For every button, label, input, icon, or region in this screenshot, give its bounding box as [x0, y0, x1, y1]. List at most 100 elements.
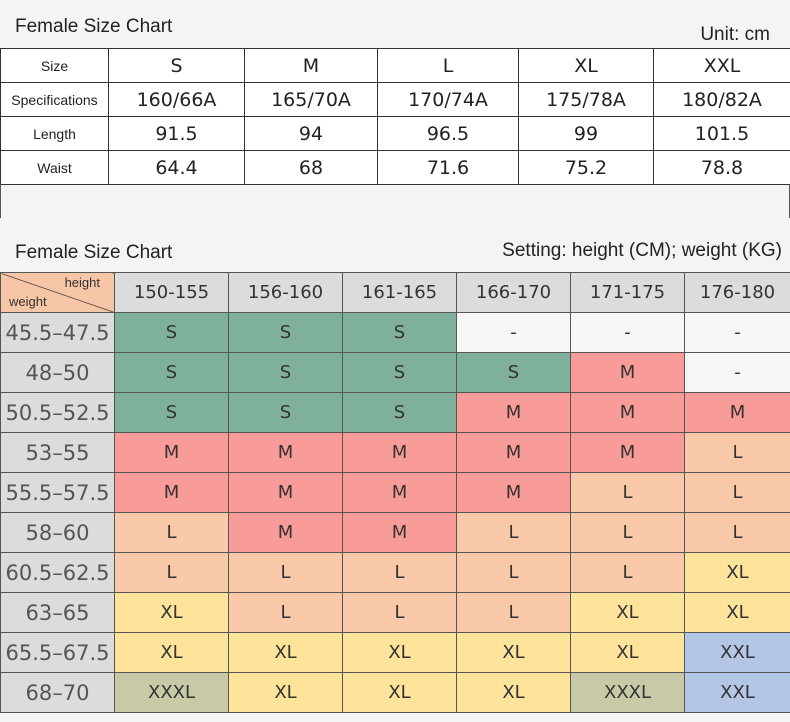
size-cell: M	[570, 392, 685, 433]
size-cell: -	[684, 352, 790, 393]
size-cell: S	[456, 352, 571, 393]
size-cell: -	[456, 312, 571, 353]
size-cell: XXXL	[570, 672, 685, 713]
size-cell: XL	[684, 592, 790, 633]
weight-label: 55.5–57.5	[0, 472, 115, 513]
table-row: 55.5–57.5 M M M M L L	[0, 472, 790, 513]
table-cell: 64.4	[108, 150, 245, 185]
height-header: 161-165	[342, 272, 457, 313]
size-cell: M	[228, 432, 343, 473]
table-row: Specifications 160/66A 165/70A 170/74A 175/7…	[0, 82, 790, 117]
size-cell: -	[684, 312, 790, 353]
table-cell: 68	[244, 150, 378, 185]
table-row: Length 91.5 94 96.5 99 101.5	[0, 116, 790, 151]
weight-label: 48–50	[0, 352, 115, 393]
size-cell: L	[570, 512, 685, 553]
table-cell: 71.6	[377, 150, 519, 185]
size-cell: XXL	[684, 632, 790, 673]
size-cell: S	[342, 392, 457, 433]
size-cell: L	[684, 432, 790, 473]
height-header: 150-155	[114, 272, 229, 313]
weight-label: 63–65	[0, 592, 115, 633]
weight-label: 50.5–52.5	[0, 392, 115, 433]
table-cell: 101.5	[653, 116, 790, 151]
size-cell: M	[456, 472, 571, 513]
measurement-table: Size S M L XL XXL Specifications 160/66A 165/70A…	[0, 48, 790, 185]
size-cell: M	[570, 352, 685, 393]
size-cell: XL	[228, 672, 343, 713]
weight-label: 53–55	[0, 432, 115, 473]
size-cell: L	[684, 512, 790, 553]
size-cell: M	[456, 392, 571, 433]
table-cell: 78.8	[653, 150, 790, 185]
table-row: 68–70 XXXL XL XL XL XXXL XXL	[0, 672, 790, 713]
size-cell: S	[342, 312, 457, 353]
size-cell: S	[114, 392, 229, 433]
size-cell: XL	[342, 672, 457, 713]
bottom-chart-title: Female Size Chart	[15, 242, 173, 263]
spacer-row	[0, 184, 790, 218]
weight-label: 45.5–47.5	[0, 312, 115, 353]
size-cell: M	[228, 472, 343, 513]
size-cell: L	[570, 552, 685, 593]
height-header: 166-170	[456, 272, 571, 313]
size-cell: XL	[114, 632, 229, 673]
table-cell: L	[377, 48, 519, 83]
table-cell: 170/74A	[377, 82, 519, 117]
size-cell: M	[684, 392, 790, 433]
table-row: 63–65 XL L L L XL XL	[0, 592, 790, 633]
table-cell: XXL	[653, 48, 790, 83]
corner-height-label: height	[64, 275, 100, 290]
row-label: Size	[0, 48, 109, 83]
size-cell: L	[684, 472, 790, 513]
size-cell: S	[342, 352, 457, 393]
corner-cell: height weight	[0, 272, 115, 313]
weight-label: 58–60	[0, 512, 115, 553]
table-cell: 99	[518, 116, 654, 151]
table-cell: XL	[518, 48, 654, 83]
size-cell: S	[228, 352, 343, 393]
top-chart-title: Female Size Chart	[15, 16, 173, 37]
setting-label: Setting: height (CM); weight (KG)	[502, 240, 782, 261]
unit-label: Unit: cm	[700, 24, 770, 45]
weight-label: 65.5–67.5	[0, 632, 115, 673]
size-cell: XXL	[684, 672, 790, 713]
size-cell: XL	[570, 632, 685, 673]
size-cell: M	[456, 432, 571, 473]
table-cell: S	[108, 48, 245, 83]
table-cell: 165/70A	[244, 82, 378, 117]
size-cell: L	[570, 472, 685, 513]
table-cell: 175/78A	[518, 82, 654, 117]
size-cell: M	[228, 512, 343, 553]
size-cell: M	[114, 472, 229, 513]
size-cell: XL	[570, 592, 685, 633]
table-cell: 96.5	[377, 116, 519, 151]
size-cell: L	[456, 512, 571, 553]
table-cell: 94	[244, 116, 378, 151]
table-row: 53–55 M M M M M L	[0, 432, 790, 473]
table-row: 60.5–62.5 L L L L L XL	[0, 552, 790, 593]
table-row: 50.5–52.5 S S S M M M	[0, 392, 790, 433]
size-cell: XL	[684, 552, 790, 593]
size-cell: XXXL	[114, 672, 229, 713]
size-cell: XL	[456, 672, 571, 713]
size-cell: XL	[114, 592, 229, 633]
row-label: Specifications	[0, 82, 109, 117]
size-cell: S	[228, 312, 343, 353]
size-cell: -	[570, 312, 685, 353]
size-cell: M	[570, 432, 685, 473]
height-header-row: height weight 150-155 156-160 161-165 166-170…	[0, 272, 790, 313]
size-cell: M	[114, 432, 229, 473]
size-cell: XL	[228, 632, 343, 673]
weight-label: 60.5–62.5	[0, 552, 115, 593]
size-cell: L	[456, 592, 571, 633]
height-header: 176-180	[684, 272, 790, 313]
row-label: Length	[0, 116, 109, 151]
size-recommendation-table: height weight 150-155 156-160 161-165 166-170…	[0, 272, 790, 713]
size-cell: S	[114, 352, 229, 393]
size-cell: S	[114, 312, 229, 353]
table-cell: 160/66A	[108, 82, 245, 117]
table-row: 45.5–47.5 S S S - - -	[0, 312, 790, 353]
table-row: 58–60 L M M L L L	[0, 512, 790, 553]
row-label: Waist	[0, 150, 109, 185]
